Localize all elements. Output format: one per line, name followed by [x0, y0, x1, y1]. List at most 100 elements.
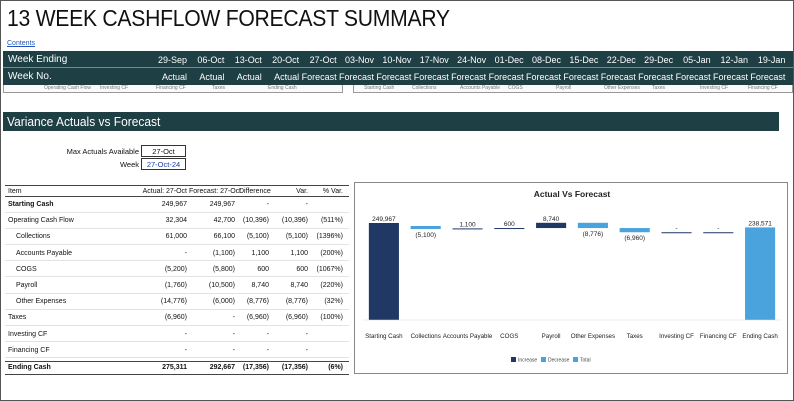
col-var: Var.	[296, 187, 308, 195]
week-type: Forecast	[525, 72, 561, 82]
header-divider	[3, 67, 793, 68]
row-pct-var: (1067%)	[316, 265, 343, 273]
week-selector-label: Week	[119, 160, 139, 169]
data-label: 600	[504, 221, 515, 228]
row-difference: 1,100	[251, 249, 269, 257]
legend-entry: Collections	[412, 85, 437, 91]
week-ending-date: 17-Nov	[419, 55, 449, 65]
legend-entry: Payroll	[556, 85, 572, 91]
week-ending-date: 29-Sep	[157, 55, 187, 65]
legend-increase-swatch	[511, 357, 516, 362]
row-actual: (14,776)	[160, 298, 187, 306]
col-actual: Actual: 27-Oct	[142, 187, 187, 195]
row-item-label: Collections	[16, 233, 51, 241]
waterfall-bar-decrease	[577, 222, 608, 229]
row-var: (8,776)	[285, 298, 308, 306]
row-forecast: -	[232, 330, 235, 338]
row-pct-var: (220%)	[320, 282, 343, 289]
row-var: (5,100)	[285, 233, 308, 241]
legend-total-swatch	[573, 357, 578, 362]
row-item-label: Taxes	[8, 314, 27, 322]
week-ending-date: 22-Dec	[606, 55, 636, 65]
variance-table-row: COGS (5,200) (5,800) 600 600 (1067%)	[5, 264, 349, 278]
row-actual: 32,304	[165, 217, 187, 225]
waterfall-bar-increase	[661, 232, 692, 234]
row-item-label: Ending Cash	[8, 364, 51, 371]
variance-table-row: Collections 61,000 66,100 (5,100) (5,100) (13…	[5, 231, 349, 245]
row-forecast: 66,100	[213, 233, 235, 241]
row-forecast: -	[232, 346, 235, 354]
hidden-chart-legend-left: Operating Cash Flow Investing CF Financing…	[3, 85, 343, 93]
row-difference: -	[266, 346, 269, 354]
week-no-label: Week No.	[8, 71, 52, 82]
row-item-label: Accounts Payable	[16, 249, 73, 257]
week-ending-date: 15-Dec	[569, 55, 599, 65]
row-pct-var: (32%)	[324, 298, 343, 306]
row-var: (17,356)	[281, 364, 308, 371]
row-pct-var: (200%)	[320, 249, 343, 257]
waterfall-chart-svg: 249,967 Starting Cash (5,100) Collections 1,…	[363, 216, 781, 364]
row-actual: (1,760)	[164, 282, 187, 289]
row-actual: 61,000	[165, 233, 187, 241]
legend-label: Total	[580, 358, 591, 364]
variance-table-row: Accounts Payable - (1,100) 1,100 1,100 (200%)	[5, 248, 349, 262]
data-label: -	[675, 225, 677, 232]
row-actual: -	[184, 346, 187, 354]
week-ending-date: 03-Nov	[344, 55, 374, 65]
row-difference: (6,960)	[246, 314, 269, 322]
row-forecast: 42,700	[213, 217, 235, 225]
legend-entry: Starting Cash	[364, 85, 395, 91]
waterfall-bar-total	[745, 227, 776, 320]
legend-label: Increase	[518, 358, 537, 364]
data-label: 8,740	[543, 216, 560, 223]
week-type: Forecast	[563, 72, 599, 82]
category-label: Other Expenses	[571, 333, 615, 340]
week-type: Forecast	[488, 72, 524, 82]
max-actuals-label: Max Actuals Available	[66, 147, 139, 156]
variance-table-row: Financing CF - - - -	[5, 345, 349, 359]
row-var: -	[305, 330, 308, 338]
col-difference: Difference	[239, 187, 271, 195]
week-ending-date: 08-Dec	[531, 55, 561, 65]
week-selector-input[interactable]: 27-Oct-24	[141, 158, 186, 170]
week-ending-date: 24-Nov	[457, 55, 487, 65]
row-forecast: (5,800)	[212, 265, 235, 273]
waterfall-bar-increase	[494, 228, 525, 230]
row-forecast: (10,500)	[208, 282, 235, 289]
week-type: Actual	[199, 72, 225, 82]
row-difference: (5,100)	[246, 233, 269, 241]
data-label: 238,571	[748, 220, 772, 227]
week-ending-date: 05-Jan	[683, 55, 711, 65]
variance-table-row: Investing CF - - - -	[5, 329, 349, 343]
variance-section-header: Variance Actuals vs Forecast	[3, 112, 779, 131]
row-item-label: Payroll	[16, 282, 38, 289]
data-label: (6,960)	[624, 235, 645, 242]
week-ending-date: 12-Jan	[720, 55, 748, 65]
row-actual: -	[184, 249, 187, 257]
contents-link[interactable]: Contents	[7, 40, 36, 47]
week-type: Forecast	[675, 72, 711, 82]
variance-table-row: Other Expenses (14,776) (6,000) (8,776) (8,7…	[5, 296, 349, 310]
week-ending-date: 27-Oct	[309, 55, 337, 65]
week-type: Actual	[236, 72, 262, 82]
legend-entry: Investing CF	[100, 85, 129, 91]
week-type: Forecast	[750, 72, 786, 82]
row-pct-var: (100%)	[320, 314, 343, 322]
col-forecast: Forecast: 27-Oct	[189, 187, 242, 195]
legend-entry: Accounts Payable	[460, 85, 501, 91]
variance-table-row: Ending Cash 275,311 292,667 (17,356) (17,356…	[5, 361, 349, 375]
row-difference: 600	[257, 265, 269, 273]
data-label: (5,100)	[415, 232, 436, 239]
legend-entry: Ending Cash	[268, 85, 297, 91]
row-actual: 275,311	[162, 364, 187, 371]
row-var: -	[305, 346, 308, 354]
col-pct-var: % Var.	[322, 187, 343, 195]
week-type: Forecast	[301, 72, 337, 82]
data-label: -	[717, 225, 719, 232]
data-label: (8,776)	[583, 231, 604, 238]
week-ending-date: 06-Oct	[197, 55, 225, 65]
waterfall-bar-increase	[703, 232, 734, 234]
max-actuals-value: 27-Oct	[141, 145, 186, 157]
week-type: Forecast	[638, 72, 674, 82]
row-actual: 249,967	[161, 201, 187, 208]
